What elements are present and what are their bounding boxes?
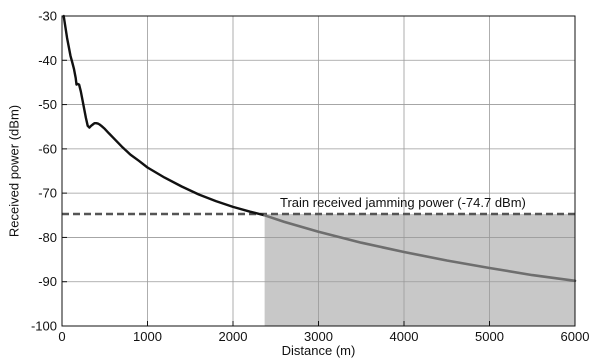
y-tick-label: -70 — [38, 186, 57, 201]
x-tick-label: 4000 — [390, 329, 419, 344]
threshold-annotation: Train received jamming power (-74.7 dBm) — [280, 195, 526, 210]
y-tick-label: -40 — [38, 53, 57, 68]
x-tick-label: 3000 — [304, 329, 333, 344]
x-tick-label: 5000 — [475, 329, 504, 344]
series-layer — [62, 14, 577, 283]
x-tick-label: 2000 — [219, 329, 248, 344]
y-tick-label: -80 — [38, 230, 57, 245]
x-tick-label: 0 — [58, 329, 65, 344]
jamming-region — [264, 213, 575, 326]
x-axis-label: Distance (m) — [282, 343, 356, 358]
y-tick-label: -100 — [31, 319, 57, 334]
y-tick-label: -50 — [38, 97, 57, 112]
x-tick-label: 1000 — [133, 329, 162, 344]
received-power-curve — [62, 14, 266, 217]
y-axis-label: Received power (dBm) — [7, 105, 22, 237]
y-tick-label: -30 — [38, 9, 57, 24]
y-tick-label: -90 — [38, 274, 57, 289]
tick-label-layer: 0 1000 2000 3000 4000 5000 6000 -100 -90 -80 -70 -6… — [31, 9, 589, 345]
x-tick-label: 6000 — [561, 329, 590, 344]
received-power-curve-jammed — [263, 214, 577, 283]
y-tick-label: -60 — [38, 141, 57, 156]
jamming-shaded-region-layer — [264, 213, 575, 326]
